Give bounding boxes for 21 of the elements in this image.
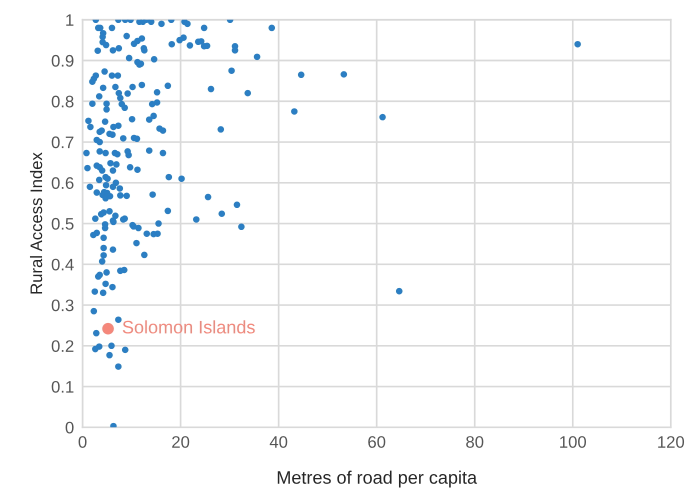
y-tick-label: 0.1 (52, 380, 74, 393)
y-tick-label: 0.2 (52, 340, 74, 352)
x-tick-label: 40 (270, 436, 288, 448)
series-label: Solomon Islands (122, 320, 255, 334)
x-axis-title: Metres of road per capita (278, 470, 478, 488)
y-axis-title: Rural Access Index (30, 152, 42, 294)
y-tick-label: 0.8 (52, 96, 74, 108)
y-tick-label: 0.3 (52, 299, 74, 312)
x-tick-label: 0 (78, 436, 87, 448)
x-tick-label: 80 (466, 436, 484, 448)
y-tick-label: 0 (66, 422, 74, 434)
y-tick-label: 1 (66, 14, 74, 26)
y-tick-label: 0.7 (52, 136, 74, 148)
x-tick-label: 120 (658, 436, 684, 448)
y-tick-label: 0.6 (52, 177, 74, 189)
x-tick-label: 100 (560, 436, 586, 448)
x-tick-label: 60 (368, 436, 386, 448)
y-tick-label: 0.9 (52, 54, 74, 67)
x-tick-label: 20 (172, 436, 190, 448)
y-tick-label: 0.5 (52, 218, 74, 230)
y-tick-label: 0.4 (52, 258, 74, 270)
